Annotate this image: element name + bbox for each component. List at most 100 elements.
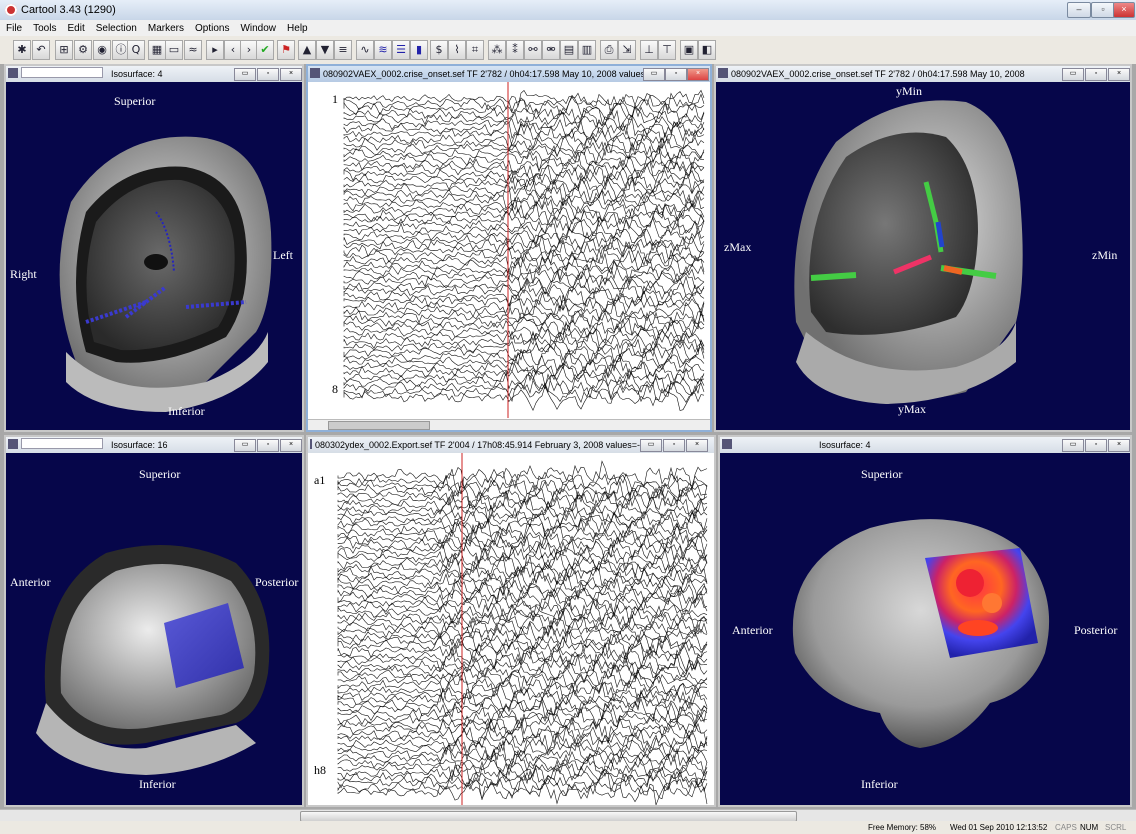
eeg-trace [337,588,708,615]
maximize-button[interactable]: ▫ [1085,439,1107,452]
close-button[interactable]: × [1108,439,1130,452]
link-icon[interactable]: ⚯ [524,40,542,60]
eeg-track-display[interactable]: 1 8 [308,82,710,430]
flag-icon[interactable]: ⚑ [277,40,295,60]
rec-icon[interactable]: ▭ [165,40,183,60]
filter-icon[interactable]: ⌇ [448,40,466,60]
scale-icon[interactable]: ≡ [334,40,352,60]
trace-icon[interactable]: ⁂ [488,40,506,60]
maximize-button[interactable]: ▫ [1091,2,1115,18]
print-icon[interactable]: ⎙ [600,40,618,60]
check-icon[interactable]: ✔ [256,40,274,60]
split2-icon[interactable]: ⊤ [658,40,676,60]
eeg-trace [343,344,705,371]
name-field[interactable] [735,440,811,449]
3d-view[interactable]: yMin yMax zMax zMin [716,82,1130,430]
window-top-left-3d[interactable]: Isosurface: 4 ▭ ▫ × Superior Inferior [4,64,304,432]
menu-markers[interactable]: Markers [147,22,184,34]
minimize-button[interactable]: – [1067,2,1091,18]
eeg-scrollbar[interactable] [308,419,710,430]
marker-icon[interactable]: ▸ [206,40,224,60]
undo-icon[interactable]: ↶ [32,40,50,60]
maximize-button[interactable]: ▫ [257,68,279,81]
filter2-icon[interactable]: ⌗ [466,40,484,60]
toolbar: ✱ ↶ ⊞ ⚙ ◉ ⓘ Q ▦ ▭ ≈ ▸ ‹ › ✔ ⚑ ▲ ▼ ≡ ∿ ≋ … [0,36,1136,65]
menu-edit[interactable]: Edit [67,22,85,34]
menu-help[interactable]: Help [287,22,308,34]
link2-icon[interactable]: ⚮ [542,40,560,60]
name-field[interactable] [21,67,103,78]
grid-icon[interactable]: ▦ [148,40,166,60]
trace2-icon[interactable]: ⁑ [506,40,524,60]
debug-icon[interactable]: ✱ [13,40,31,60]
close-button[interactable]: × [1113,2,1135,18]
stats-icon[interactable]: $ [430,40,448,60]
window-caption[interactable]: Isosurface: 4 ▭ ▫ × [6,66,302,82]
orientation-anterior: Anterior [10,575,51,589]
window-tile-icon[interactable]: ▣ [680,40,698,60]
add-track-icon[interactable]: ⊞ [55,40,73,60]
eeg-trace [343,347,705,376]
export-icon[interactable]: ⇲ [618,40,636,60]
menu-window[interactable]: Window [240,22,277,34]
maximize-button[interactable]: ▫ [665,68,687,81]
minimize-button[interactable]: ▭ [234,68,256,81]
window-top-middle-eeg[interactable]: 080902VAEX_0002.crise_onset.sef TF 2'782… [306,64,712,432]
minimize-button[interactable]: ▭ [1062,68,1084,81]
bars-icon[interactable]: ▮ [410,40,428,60]
name-field[interactable] [21,438,103,449]
close-button[interactable]: × [280,439,302,452]
window-caption[interactable]: 080302ydex_0002.Export.sef TF 2'004 / 17… [308,437,714,453]
wave-icon[interactable]: ∿ [356,40,374,60]
orientation-superior: Superior [139,467,181,481]
maximize-button[interactable]: ▫ [1085,68,1107,81]
app-title-bar: Cartool 3.43 (1290) – ▫ × [0,0,1136,21]
down-icon[interactable]: ▼ [316,40,334,60]
window-caption[interactable]: Isosurface: 16 ▭ ▫ × [6,437,302,453]
window-top-right-3d[interactable]: 080902VAEX_0002.crise_onset.sef TF 2'782… [714,64,1132,432]
3d-view[interactable]: Superior Inferior Right Left [6,82,302,430]
orientation-zmax: zMax [724,240,752,254]
window-bottom-middle-eeg[interactable]: 080302ydex_0002.Export.sef TF 2'004 / 17… [306,435,716,807]
3d-view[interactable]: Superior Inferior Anterior Posterior [720,453,1130,805]
minimize-button[interactable]: ▭ [640,439,662,452]
close-button[interactable]: × [686,439,708,452]
3d-view[interactable]: Superior Inferior Anterior Posterior [6,453,302,805]
menu-selection[interactable]: Selection [95,22,137,34]
window-caption[interactable]: 080902VAEX_0002.crise_onset.sef TF 2'782… [716,66,1130,82]
menu-tools[interactable]: Tools [33,22,57,34]
tools-icon[interactable]: ⚙ [74,40,92,60]
menu-file[interactable]: File [6,22,23,34]
window-caption[interactable]: 080902VAEX_0002.crise_onset.sef TF 2'782… [308,66,710,82]
zoom-icon[interactable]: Q [127,40,145,60]
up-icon[interactable]: ▲ [298,40,316,60]
window-icon [718,68,728,78]
spectrum-icon[interactable]: ☰ [392,40,410,60]
window-caption[interactable]: Isosurface: 4 ▭ ▫ × [720,437,1130,453]
maximize-button[interactable]: ▫ [257,439,279,452]
window-bottom-left-3d[interactable]: Isosurface: 16 ▭ ▫ × Superior Inferior A… [4,435,304,807]
eeg-trace [343,89,705,108]
eeg-trace [337,765,708,790]
montage-icon[interactable]: ≋ [374,40,392,60]
eeg-track-display[interactable]: a1 h8 [308,453,714,805]
close-button[interactable]: × [1108,68,1130,81]
color-icon[interactable]: ◉ [93,40,111,60]
close-button[interactable]: × [280,68,302,81]
minimize-button[interactable]: ▭ [234,439,256,452]
matrix-icon[interactable]: ▤ [560,40,578,60]
close-button[interactable]: × [687,68,709,81]
split-icon[interactable]: ⊥ [640,40,658,60]
eeg-trace [337,480,708,511]
window-bottom-right-3d[interactable]: Isosurface: 4 ▭ ▫ × Superior Inferior An… [718,435,1132,807]
matrix2-icon[interactable]: ▥ [578,40,596,60]
minimize-button[interactable]: ▭ [1062,439,1084,452]
menu-options[interactable]: Options [194,22,230,34]
minimize-button[interactable]: ▭ [643,68,665,81]
window-cascade-icon[interactable]: ◧ [698,40,716,60]
eeg-scroll-thumb[interactable] [328,421,430,430]
avg-icon[interactable]: ≈ [184,40,202,60]
eeg-trace [343,300,705,324]
eeg-trace [337,604,708,630]
maximize-button[interactable]: ▫ [663,439,685,452]
